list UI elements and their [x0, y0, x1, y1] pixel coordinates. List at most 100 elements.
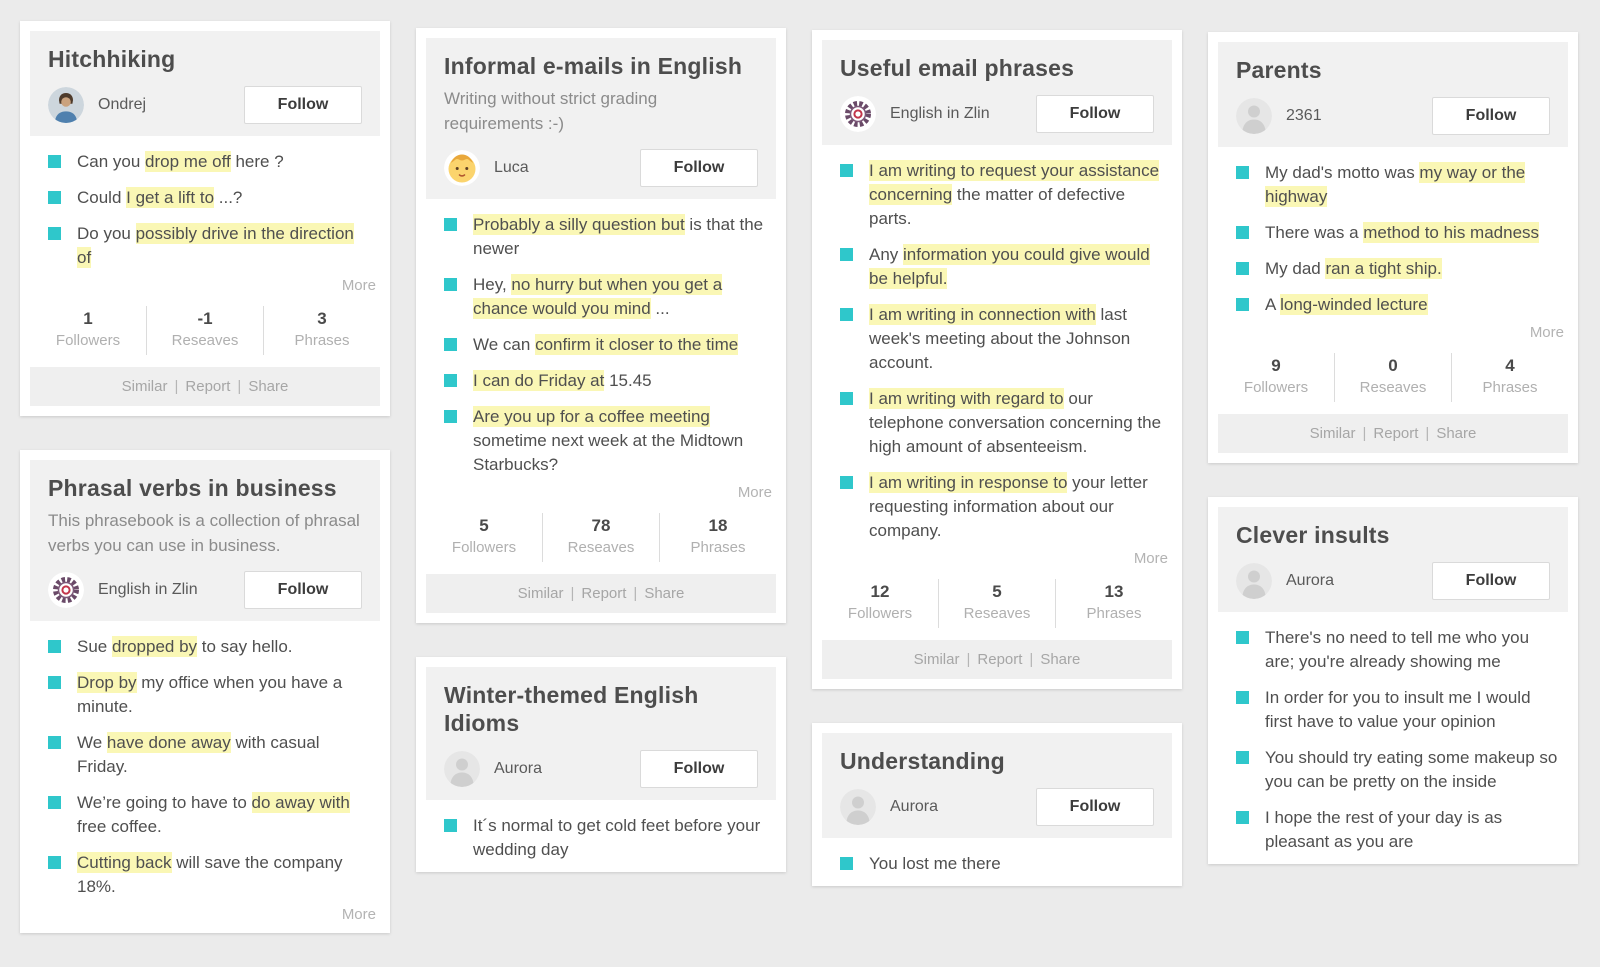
- follow-button[interactable]: Follow: [244, 86, 362, 124]
- card-title[interactable]: Understanding: [840, 748, 1005, 774]
- bullet-square-icon: [1236, 166, 1249, 179]
- phrase-item: Hey, no hurry but when you get a chance …: [438, 273, 768, 321]
- phrase-item: I am writing to request your assistance …: [834, 159, 1164, 231]
- similar-link[interactable]: Similar: [121, 378, 168, 395]
- follow-button[interactable]: Follow: [640, 750, 758, 788]
- phrase-plain-text: You lost me there: [869, 854, 1001, 873]
- stat-label: Phrases: [294, 332, 350, 349]
- author-name[interactable]: Aurora: [890, 798, 939, 815]
- phrase-plain-text: There's no need to tell me who you are; …: [1265, 628, 1530, 671]
- card-title[interactable]: Winter-themed English Idioms: [444, 682, 699, 736]
- phrase-item: Cutting back will save the company 18%.: [42, 851, 372, 899]
- phrase-highlight: method to his madness: [1363, 222, 1540, 243]
- stat-value: 9: [1271, 356, 1281, 375]
- person-silhouette-avatar-icon[interactable]: [840, 789, 876, 825]
- phrase-item: There was a method to his madness: [1230, 221, 1560, 245]
- author-name[interactable]: Aurora: [494, 760, 543, 777]
- report-link[interactable]: Report: [581, 585, 627, 602]
- more-link[interactable]: More: [737, 484, 772, 501]
- stats-row: 1 Followers -1 Reseaves 3 Phrases: [30, 306, 380, 355]
- bullet-square-icon: [48, 736, 61, 749]
- card-title[interactable]: Informal e-mails in English: [444, 53, 743, 79]
- phrase-text: Any information you could give would be …: [869, 243, 1164, 291]
- author-name[interactable]: 2361: [1286, 107, 1322, 124]
- phrase-text: I can do Friday at 15.45: [473, 369, 768, 393]
- baby-avatar-icon[interactable]: [444, 150, 480, 186]
- follow-button[interactable]: Follow: [1036, 95, 1154, 133]
- report-link[interactable]: Report: [185, 378, 231, 395]
- phrasebook-card: Hitchhiking Ondrej Follow Can you drop me o…: [20, 21, 390, 416]
- follow-button[interactable]: Follow: [640, 149, 758, 187]
- person-silhouette-avatar-icon[interactable]: [1236, 98, 1272, 134]
- phrase-item: We have done away with casual Friday.: [42, 731, 372, 779]
- user-photo-avatar-icon[interactable]: [48, 87, 84, 123]
- person-silhouette-avatar-icon[interactable]: [444, 751, 480, 787]
- similar-link[interactable]: Similar: [1309, 425, 1356, 442]
- card-title[interactable]: Hitchhiking: [48, 46, 176, 72]
- phrase-text: There's no need to tell me who you are; …: [1265, 626, 1560, 674]
- share-link[interactable]: Share: [644, 585, 685, 602]
- stat-value: 3: [317, 309, 327, 328]
- bullet-square-icon: [840, 248, 853, 261]
- author-row: Aurora Follow: [1236, 562, 1550, 600]
- phrase-list: It´s normal to get cold feet before your…: [426, 800, 776, 862]
- more-link[interactable]: More: [1133, 550, 1168, 567]
- card-description: Writing without strict grading requireme…: [444, 89, 658, 133]
- author-name[interactable]: Aurora: [1286, 572, 1335, 589]
- phrase-highlight: drop me off: [145, 151, 231, 172]
- author-name[interactable]: Luca: [494, 159, 529, 176]
- follow-button[interactable]: Follow: [244, 571, 362, 609]
- gear-logo-avatar-icon[interactable]: [840, 96, 876, 132]
- phrase-item: A long-winded lecture: [1230, 293, 1560, 317]
- share-link[interactable]: Share: [1040, 651, 1081, 668]
- phrase-list: Sue dropped by to say hello. Drop by my o…: [30, 621, 380, 899]
- gear-logo-avatar-icon[interactable]: [48, 572, 84, 608]
- stat-value: 18: [708, 516, 728, 535]
- author-name[interactable]: English in Zlin: [98, 581, 198, 598]
- phrase-item: Probably a silly question but is that th…: [438, 213, 768, 261]
- more-link[interactable]: More: [1529, 324, 1564, 341]
- phrase-plain-text: ...: [650, 299, 670, 318]
- author-name[interactable]: Ondrej: [98, 96, 147, 113]
- separator: |: [966, 651, 971, 668]
- card-title[interactable]: Parents: [1236, 57, 1322, 83]
- phrase-plain-text: to say hello.: [197, 637, 293, 656]
- share-link[interactable]: Share: [248, 378, 289, 395]
- follow-button[interactable]: Follow: [1432, 562, 1550, 600]
- card-header: Informal e-mails in English Writing witho…: [426, 38, 776, 199]
- report-link[interactable]: Report: [977, 651, 1023, 668]
- similar-link[interactable]: Similar: [913, 651, 960, 668]
- follow-button[interactable]: Follow: [1036, 788, 1154, 826]
- phrase-plain-text: You should try eating some makeup so you…: [1265, 748, 1558, 791]
- phrase-highlight: confirm it closer to the time: [535, 334, 739, 355]
- separator: |: [1425, 425, 1430, 442]
- share-link[interactable]: Share: [1436, 425, 1477, 442]
- more-link[interactable]: More: [341, 277, 376, 294]
- bullet-square-icon: [444, 819, 457, 832]
- phrase-text: We’re going to have to do away with free…: [77, 791, 372, 839]
- separator: |: [174, 378, 179, 395]
- bullet-square-icon: [444, 374, 457, 387]
- card-title[interactable]: Useful email phrases: [840, 55, 1075, 81]
- bullet-square-icon: [48, 640, 61, 653]
- stat-value: 0: [1388, 356, 1398, 375]
- similar-link[interactable]: Similar: [517, 585, 564, 602]
- card-title[interactable]: Phrasal verbs in business: [48, 475, 337, 501]
- phrase-item: Do you possibly drive in the direction o…: [42, 222, 372, 270]
- separator: |: [237, 378, 242, 395]
- phrase-text: Do you possibly drive in the direction o…: [77, 222, 372, 270]
- phrase-text: Sue dropped by to say hello.: [77, 635, 372, 659]
- follow-button[interactable]: Follow: [1432, 97, 1550, 135]
- phrase-item: We can confirm it closer to the time: [438, 333, 768, 357]
- person-silhouette-avatar-icon[interactable]: [1236, 563, 1272, 599]
- author-name[interactable]: English in Zlin: [890, 105, 990, 122]
- bullet-square-icon: [1236, 751, 1249, 764]
- author-row: English in Zlin Follow: [48, 571, 362, 609]
- card-title[interactable]: Clever insults: [1236, 522, 1390, 548]
- stat-label: Followers: [55, 332, 121, 349]
- bullet-square-icon: [48, 796, 61, 809]
- phrase-item: Could I get a lift to ...?: [42, 186, 372, 210]
- phrase-list: Probably a silly question but is that th…: [426, 199, 776, 477]
- report-link[interactable]: Report: [1373, 425, 1419, 442]
- more-link[interactable]: More: [341, 906, 376, 923]
